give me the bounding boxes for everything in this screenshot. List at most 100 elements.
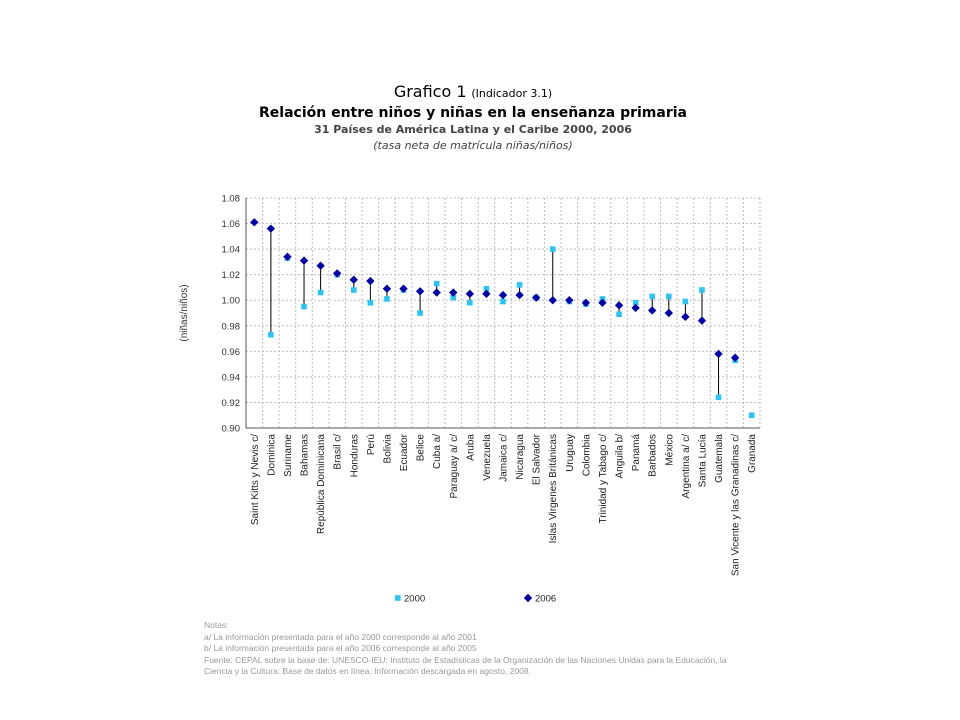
point-2000 [748,412,755,419]
point-2006 [382,284,392,293]
point-2000 [682,298,689,305]
legend-marker-2006 [523,593,533,603]
x-tick-label: San Vicente y las Granadinas c/ [731,434,742,576]
point-2000 [301,303,307,310]
point-2000 [516,282,523,288]
x-tick-label: Uruguay [565,434,576,472]
point-2006 [432,288,441,297]
legend-marker-2000 [395,595,401,601]
point-2006 [531,293,541,302]
point-2006 [482,289,491,299]
x-tick-label: El Salvador [532,433,543,485]
chart-notes: Notas: a/ La información presentada para… [204,620,764,678]
x-tick-label: Aruba [465,434,476,461]
point-2006 [465,289,475,299]
x-tick-label: República Dominicana [316,434,327,534]
x-tick-label: Guatemala [714,434,725,483]
x-tick-label: Saint Kitts y Nevis c/ [250,434,261,525]
notes-heading: Notas: [204,620,229,630]
point-2000 [350,287,357,293]
chart-title: Grafico 1 (Indicador 3.1) [0,82,946,104]
y-tick-label: 0.98 [222,321,241,332]
point-2006 [349,275,358,284]
chart-titles: Grafico 1 (Indicador 3.1) Relación entre… [0,82,946,154]
x-tick-label: Bahamas [300,434,311,476]
x-tick-label: México [664,434,675,466]
y-tick-label: 1.00 [222,296,241,307]
point-2006 [714,349,723,359]
title-indicator: (Indicador 3.1) [471,87,553,100]
point-2006 [681,312,690,322]
point-2006 [730,353,740,362]
x-tick-label: Jamaica c/ [499,434,510,482]
x-tick-label: Barbados [648,434,659,477]
point-2006 [515,290,524,300]
x-tick-label: Colombia [581,434,592,477]
point-2000 [268,331,274,338]
point-2006 [648,306,657,315]
point-2006 [399,284,408,293]
point-2006 [598,298,607,307]
y-tick-label: 0.94 [222,372,241,383]
chart-subtitle: Relación entre niños y niñas en la enseñ… [259,105,687,121]
source-line-2: Ciencia y la Cultura: Base de datos en l… [204,666,531,676]
y-tick-label: 1.08 [222,194,241,205]
point-2006 [697,316,707,325]
point-2000 [450,294,457,301]
point-2000 [417,310,423,316]
point-2000 [616,311,622,318]
point-2000 [384,296,390,302]
y-axis-label: (niñas/niños) [179,284,190,341]
legend-label-2000: 2000 [404,594,425,605]
x-tick-label: Suriname [283,434,294,477]
point-2000 [317,289,324,296]
x-tick-label: Cuba a/ [432,434,443,469]
point-2006 [332,269,342,278]
x-tick-label: Anguila b/ [615,434,626,479]
point-2000 [699,287,705,293]
point-2006 [631,303,640,313]
point-2006 [266,224,276,233]
x-tick-label: Dominica [266,434,277,476]
point-2006 [565,296,574,305]
legend-label-2006: 2006 [535,594,556,605]
point-2000 [367,299,374,306]
point-2000 [666,293,672,300]
point-2000 [483,285,490,292]
x-tick-label: Santa Lucía [697,434,708,488]
point-2006 [316,261,325,270]
point-2006 [250,218,259,227]
point-2006 [548,296,557,305]
x-tick-label: Islas Virgenes Británicas [548,434,559,543]
point-2006 [664,308,674,318]
title-main: Grafico 1 [393,82,467,101]
point-2006 [581,298,591,307]
y-tick-label: 1.02 [222,270,241,281]
point-2000 [433,280,440,287]
x-tick-label: Brasil c/ [333,434,344,470]
x-tick-label: Ecuador [399,433,410,471]
point-2000 [649,293,656,300]
point-2006 [283,252,292,261]
point-2006 [449,288,458,297]
chart-scope: 31 Países de América Latina y el Caribe … [314,123,632,136]
y-tick-label: 1.06 [222,219,241,230]
x-tick-label: Argentina a/ c/ [681,434,692,499]
x-tick-label: Granada [747,434,758,473]
x-tick-label: Nicaragua [515,434,526,480]
x-tick-label: Venezuela [482,434,493,481]
x-tick-label: Bolivia [382,434,393,464]
y-tick-label: 1.04 [222,245,241,256]
y-tick-label: 0.92 [222,398,241,409]
y-tick-label: 0.96 [222,347,241,358]
point-2006 [299,256,309,265]
point-2000 [500,298,506,305]
x-tick-label: Honduras [349,434,360,477]
point-2000 [632,299,639,306]
note-b: b/ La información presentada para el año… [204,643,477,653]
x-tick-label: Belice [416,434,427,462]
x-tick-label: Paraguay a/ c/ [449,434,460,499]
note-a: a/ La información presentada para el año… [204,631,477,642]
point-2000 [549,246,556,252]
